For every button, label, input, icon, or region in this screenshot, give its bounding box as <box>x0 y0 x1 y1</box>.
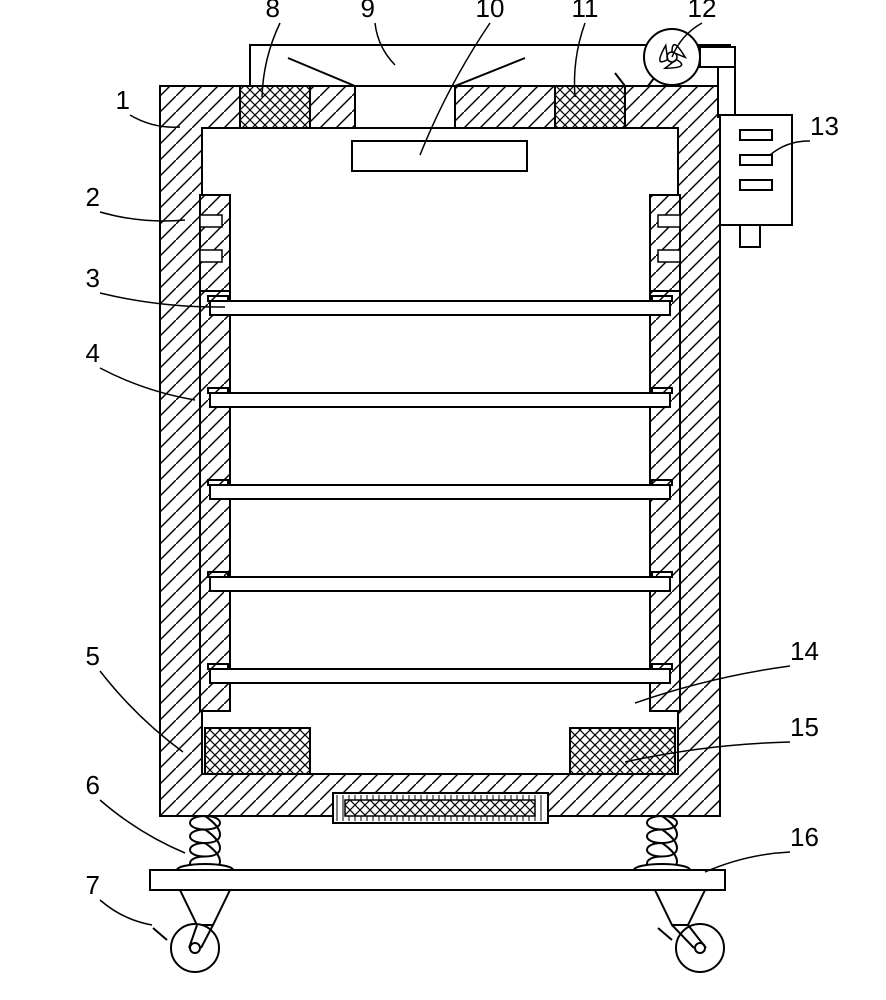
svg-text:16: 16 <box>790 822 819 852</box>
svg-text:1: 1 <box>116 85 130 115</box>
svg-text:3: 3 <box>86 263 100 293</box>
svg-text:9: 9 <box>361 0 375 23</box>
svg-text:8: 8 <box>266 0 280 23</box>
svg-text:11: 11 <box>572 0 599 23</box>
svg-text:7: 7 <box>86 870 100 900</box>
svg-text:5: 5 <box>86 641 100 671</box>
svg-text:12: 12 <box>688 0 717 23</box>
svg-text:2: 2 <box>86 182 100 212</box>
svg-text:10: 10 <box>476 0 505 23</box>
svg-text:15: 15 <box>790 712 819 742</box>
svg-text:4: 4 <box>86 338 100 368</box>
svg-text:13: 13 <box>810 111 839 141</box>
svg-text:6: 6 <box>86 770 100 800</box>
svg-text:14: 14 <box>790 636 819 666</box>
